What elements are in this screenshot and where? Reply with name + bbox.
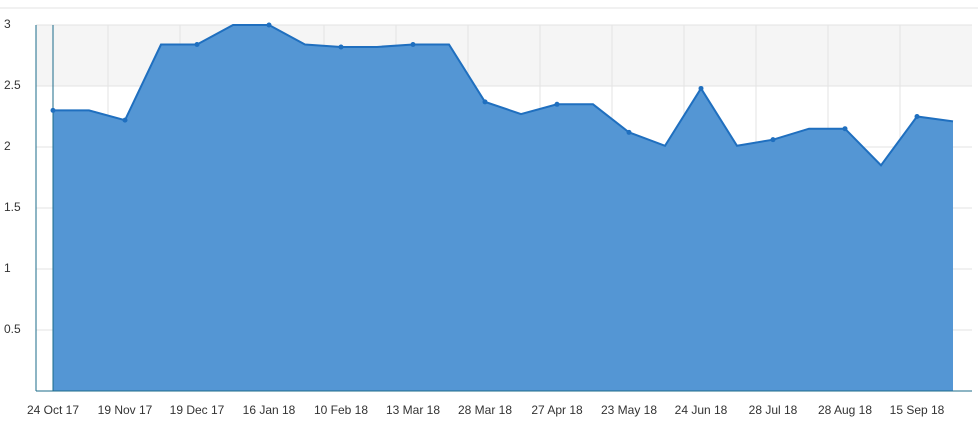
y-tick-label: 0.5 (4, 322, 21, 336)
x-tick-label: 28 Aug 18 (818, 403, 872, 417)
area (53, 25, 953, 391)
point (50, 107, 56, 113)
point (914, 114, 920, 119)
point (122, 117, 128, 123)
point (410, 42, 416, 48)
point (770, 137, 776, 143)
point (554, 101, 560, 107)
x-tick-label: 28 Mar 18 (458, 403, 512, 417)
x-tick-label: 15 Sep 18 (890, 403, 945, 417)
point (194, 42, 200, 48)
x-tick-label: 27 Apr 18 (531, 403, 583, 417)
point (698, 85, 704, 91)
point (266, 22, 272, 28)
x-tick-label: 24 Oct 17 (27, 403, 79, 417)
point (338, 44, 344, 50)
x-tick-label: 23 May 18 (601, 403, 657, 417)
y-tick-label: 1.5 (4, 200, 21, 214)
y-tick-label: 3 (4, 17, 11, 31)
line (53, 24, 954, 167)
x-tick-label: 19 Nov 17 (98, 403, 153, 417)
x-tick-label: 13 Mar 18 (386, 403, 440, 417)
point (626, 129, 632, 135)
y-tick-label: 1 (4, 261, 11, 275)
x-tick-label: 10 Feb 18 (314, 403, 368, 417)
x-tick-label: 16 Jan 18 (243, 403, 296, 417)
y-tick-label: 2 (4, 139, 11, 153)
x-tick-label: 19 Dec 17 (170, 403, 225, 417)
point (842, 126, 848, 132)
y-tick-label: 2.5 (4, 78, 21, 92)
x-tick-label: 24 Jun 18 (675, 403, 728, 417)
point (482, 99, 488, 105)
x-tick-label: 28 Jul 18 (749, 403, 798, 417)
